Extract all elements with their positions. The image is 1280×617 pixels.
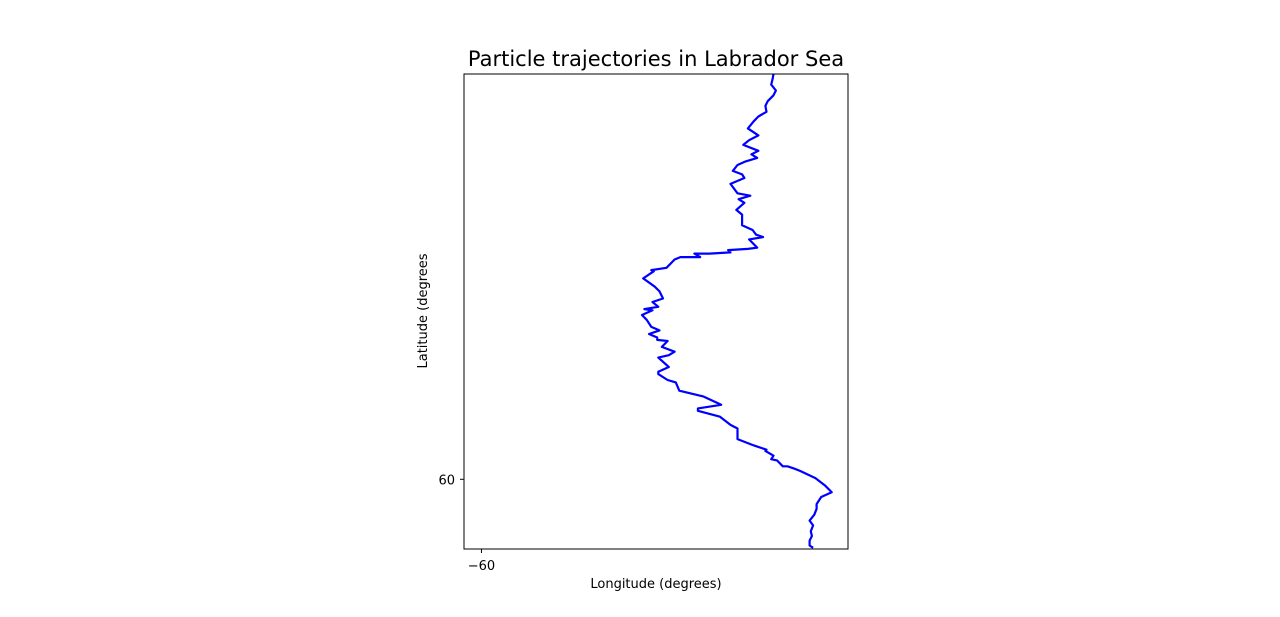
x-axis-label: Longitude (degrees): [590, 577, 721, 592]
plot-area: [640, 74, 833, 549]
plot-frame: [463, 73, 849, 550]
chart-title: Particle trajectories in Labrador Sea: [468, 47, 844, 71]
trajectory-line-1: [640, 74, 833, 549]
y-axis-label: Latitude (degrees: [416, 253, 431, 368]
x-tick-label: −60: [468, 559, 495, 574]
y-tick-label: 60: [438, 473, 455, 488]
axes-ticks: −60 60: [438, 473, 495, 574]
